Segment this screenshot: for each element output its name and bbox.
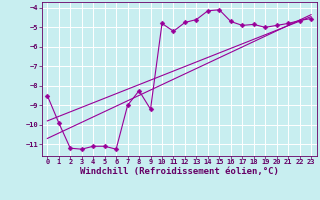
- X-axis label: Windchill (Refroidissement éolien,°C): Windchill (Refroidissement éolien,°C): [80, 167, 279, 176]
